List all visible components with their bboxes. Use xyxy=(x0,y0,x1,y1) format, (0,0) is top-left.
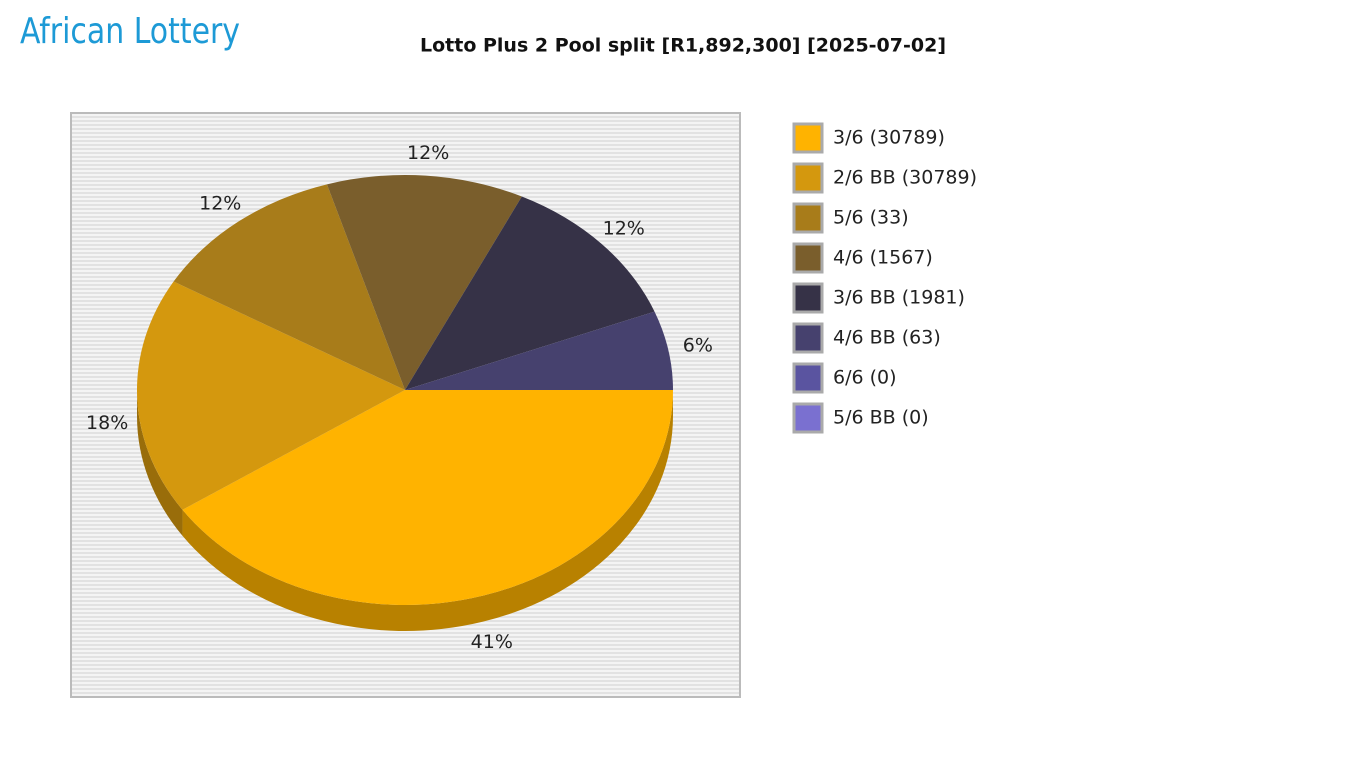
slice-side xyxy=(137,390,183,536)
legend-swatch xyxy=(792,202,824,234)
data-label: 6% xyxy=(683,335,713,357)
legend-label: 4/6 BB (63) xyxy=(833,327,941,349)
legend-swatch xyxy=(792,362,824,394)
pie-slice xyxy=(405,196,655,390)
legend-label: 5/6 (33) xyxy=(833,207,909,229)
data-label: 41% xyxy=(471,631,513,653)
data-label: 18% xyxy=(86,412,128,434)
pie-slice xyxy=(405,311,673,390)
legend-label: 5/6 BB (0) xyxy=(833,407,929,429)
data-label: 12% xyxy=(603,218,645,240)
legend-swatch xyxy=(792,242,824,274)
legend-swatch xyxy=(792,122,824,154)
legend-swatch xyxy=(792,322,824,354)
legend-label: 3/6 BB (1981) xyxy=(833,287,965,309)
legend-label: 6/6 (0) xyxy=(833,367,897,389)
legend-swatch xyxy=(792,162,824,194)
data-label: 12% xyxy=(407,142,449,164)
legend-swatch xyxy=(792,282,824,314)
legend-swatch xyxy=(792,402,824,434)
pie-slice xyxy=(173,184,405,390)
pie-slice xyxy=(326,175,522,390)
logo[interactable]: African Lottery xyxy=(20,11,240,52)
legend-label: 2/6 BB (30789) xyxy=(833,167,977,189)
pie-sides xyxy=(137,390,673,632)
slice-side xyxy=(182,390,673,632)
pie-slice xyxy=(136,281,405,510)
chart-title: Lotto Plus 2 Pool split [R1,892,300] [20… xyxy=(420,35,946,57)
pie-slice xyxy=(182,390,673,605)
legend-label: 4/6 (1567) xyxy=(833,247,933,269)
legend-label: 3/6 (30789) xyxy=(833,127,945,149)
data-label: 12% xyxy=(199,193,241,215)
